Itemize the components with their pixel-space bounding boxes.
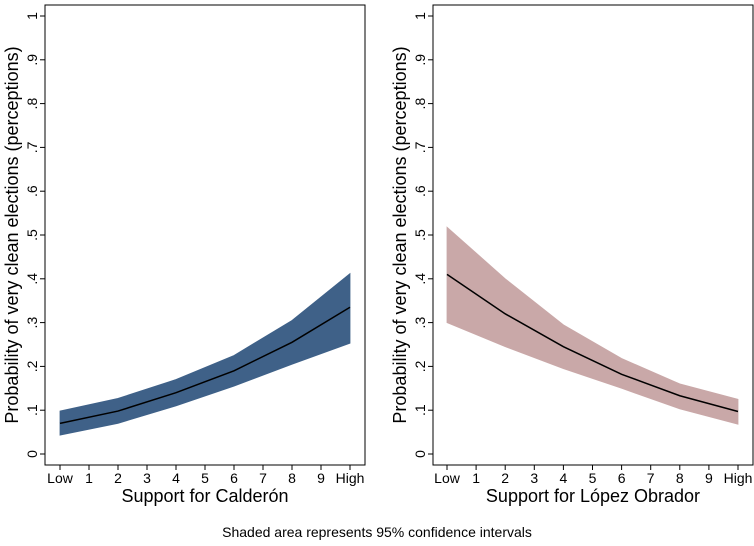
confidence-band <box>59 272 351 436</box>
x-axis-title: Support for Calderón <box>121 486 288 506</box>
x-tick-label: High <box>724 470 753 486</box>
y-tick-label: .4 <box>24 273 40 285</box>
x-tick-label: 4 <box>560 470 568 486</box>
y-tick-label: .6 <box>24 185 40 197</box>
y-tick-label: .8 <box>24 98 40 110</box>
x-tick-label: High <box>336 470 365 486</box>
y-tick-label: .2 <box>412 360 428 372</box>
x-tick-label: 2 <box>501 470 509 486</box>
x-tick-label: 8 <box>676 470 684 486</box>
x-tick-label: 1 <box>85 470 93 486</box>
x-tick-label: Low <box>47 470 74 486</box>
chart-panel-1: 0 .1 .2 .3 .4 .5 .6 .7 .8 .9 1 Low 1 2 3 4 5 6 7 8 9 High Supp… <box>2 4 366 506</box>
y-tick-label: 1 <box>412 12 428 20</box>
y-axis-title: Probability of very clean elections (per… <box>390 46 410 423</box>
plot-frame <box>432 4 754 466</box>
x-tick-label: 3 <box>143 470 151 486</box>
x-tick-label: Low <box>434 470 461 486</box>
x-tick-label: 5 <box>589 470 597 486</box>
x-tick-label: 9 <box>317 470 325 486</box>
x-tick-label: 4 <box>172 470 180 486</box>
x-tick-label: 7 <box>259 470 267 486</box>
x-tick-label: 2 <box>114 470 122 486</box>
y-tick-label: .8 <box>412 98 428 110</box>
x-tick-label: 3 <box>530 470 538 486</box>
x-tick-label: 7 <box>647 470 655 486</box>
x-tick-label: 8 <box>288 470 296 486</box>
y-tick-label: .3 <box>412 317 428 329</box>
confidence-band <box>446 226 739 425</box>
caption: Shaded area represents 95% confidence in… <box>222 524 532 540</box>
y-tick-label: .9 <box>412 54 428 66</box>
y-tick-label: .7 <box>412 141 428 153</box>
y-tick-label: 0 <box>412 450 428 458</box>
y-tick-label: .1 <box>24 404 40 416</box>
estimate-line <box>59 306 351 425</box>
x-tick-label: 6 <box>618 470 626 486</box>
y-tick-label: .5 <box>412 229 428 241</box>
y-tick-label: .6 <box>412 185 428 197</box>
x-tick-label: 6 <box>230 470 238 486</box>
estimate-line <box>446 273 739 413</box>
y-tick-label: 0 <box>24 450 40 458</box>
y-tick-label: 1 <box>24 12 40 20</box>
y-tick-label: .4 <box>412 273 428 285</box>
y-tick-label: .5 <box>24 229 40 241</box>
y-tick-label: .3 <box>24 317 40 329</box>
x-tick-label: 9 <box>705 470 713 486</box>
y-tick-label: .1 <box>412 404 428 416</box>
x-tick-label: 1 <box>472 470 480 486</box>
y-tick-label: .9 <box>24 54 40 66</box>
y-axis-title: Probability of very clean elections (per… <box>2 46 22 423</box>
x-tick-label: 5 <box>201 470 209 486</box>
x-axis-title: Support for López Obrador <box>486 486 700 506</box>
chart-panel-2: 0 .1 .2 .3 .4 .5 .6 .7 .8 .9 1 Low 1 2 3 4 5 6 7 8 9 High Supp… <box>390 4 754 506</box>
y-tick-label: .7 <box>24 141 40 153</box>
y-tick-label: .2 <box>24 360 40 372</box>
